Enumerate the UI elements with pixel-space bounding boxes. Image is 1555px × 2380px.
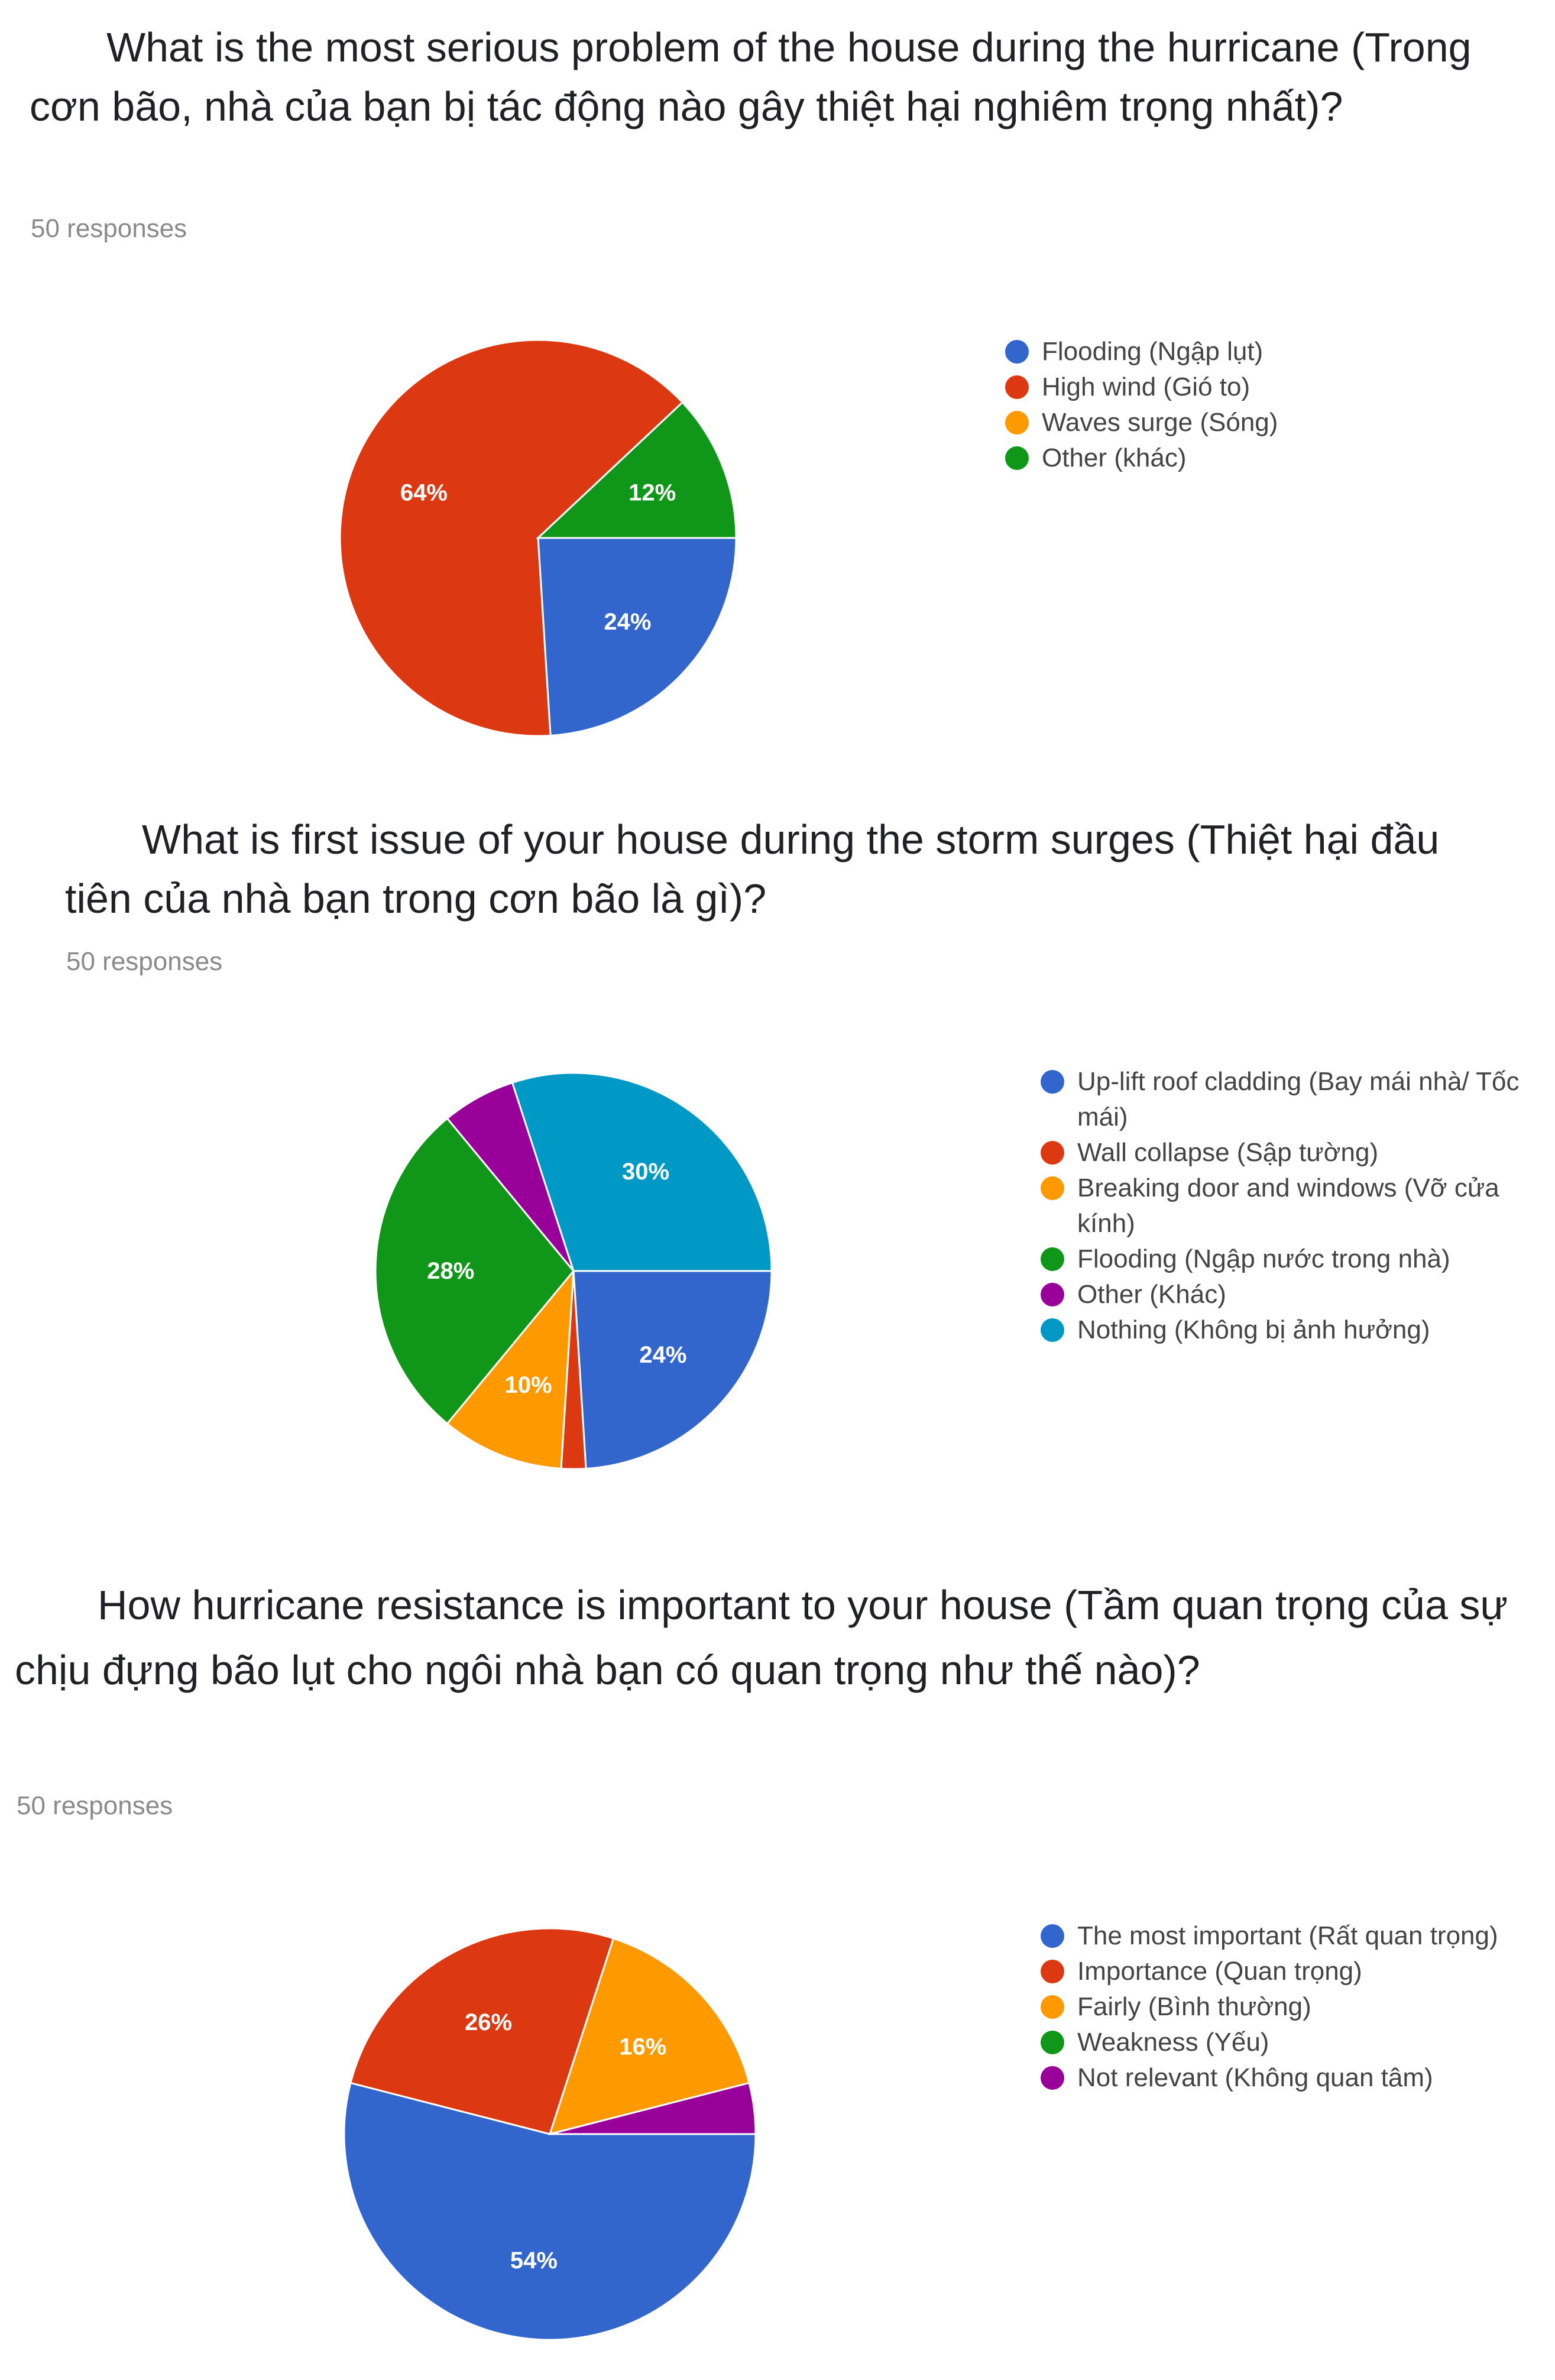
legend-label: Not relevant (Không quan tâm) [1077, 2063, 1433, 2092]
slice-value-label: 10% [505, 1372, 552, 1398]
legend-item: Flooding (Ngập lụt) [1005, 334, 1419, 369]
chart-legend: The most important (Rất quan trọng) Impor… [1041, 1918, 1549, 2096]
legend-label: Weakness (Yếu) [1077, 2028, 1269, 2057]
legend-item: Weakness (Yếu) [1041, 2025, 1549, 2060]
slice-value-label: 54% [510, 2248, 558, 2274]
legend-swatch [1041, 1318, 1064, 1342]
question-title: What is first issue of your house during… [65, 816, 1440, 922]
question-title: What is the most serious problem of the … [30, 24, 1472, 129]
slice-value-label: 16% [619, 2034, 666, 2060]
legend-label: Other (khác) [1042, 443, 1187, 472]
legend-swatch [1005, 411, 1029, 435]
pie-slice-importance [349, 1927, 615, 2135]
legend-swatch [1041, 1283, 1064, 1306]
pie-slice-flooding [374, 1117, 575, 1425]
slice-value-label: 24% [639, 1342, 686, 1368]
slice-value-label: 24% [604, 609, 651, 635]
legend-swatch [1041, 2066, 1064, 2090]
chart-legend: Flooding (Ngập lụt) High wind (Gió to) Wav… [1005, 334, 1419, 476]
response-count: 50 responses [17, 1791, 173, 1820]
legend-item: The most important (Rất quan trọng) [1041, 1918, 1549, 1954]
legend-label: Other (Khác) [1077, 1280, 1226, 1309]
slice-value-label: 28% [427, 1258, 474, 1284]
legend-swatch [1005, 375, 1029, 399]
legend-item: High wind (Gió to) [1005, 369, 1419, 405]
survey-chart-3: How hurricane resistance is important to… [0, 1549, 1555, 2380]
legend-item: Up-lift roof cladding (Bay mái nhà/ Tốc … [1041, 1064, 1531, 1135]
legend-swatch [1041, 1924, 1064, 1948]
chart-legend: Up-lift roof cladding (Bay mái nhà/ Tốc … [1041, 1064, 1531, 1348]
legend-label: Flooding (Ngập lụt) [1042, 337, 1264, 366]
legend-item: Waves surge (Sóng) [1005, 405, 1419, 440]
response-count: 50 responses [66, 947, 223, 976]
pie-slice-high-wind [339, 339, 684, 737]
survey-chart-2: What is first issue of your house during… [0, 792, 1555, 1549]
pie-chart: 54% 26% 16% [343, 1927, 757, 2341]
legend-item: Flooding (Ngập nước trong nhà) [1041, 1241, 1531, 1277]
legend-item: Nothing (Không bị ảnh hưởng) [1041, 1312, 1531, 1348]
legend-item: Not relevant (Không quan tâm) [1041, 2060, 1549, 2096]
legend-swatch [1041, 1247, 1064, 1271]
legend-label: Fairly (Bình thường) [1077, 1992, 1311, 2021]
slice-value-label: 26% [465, 2009, 512, 2035]
question-title: How hurricane resistance is important to… [15, 1582, 1508, 1693]
legend-swatch [1041, 1070, 1064, 1094]
legend-item: Breaking door and windows (Vỡ cửa kính) [1041, 1170, 1531, 1241]
slice-value-label: 64% [400, 480, 448, 506]
pie-slice-other [446, 1081, 575, 1272]
legend-label: Up-lift roof cladding (Bay mái nhà/ Tốc … [1077, 1067, 1520, 1131]
pie-slice-flooding [537, 537, 737, 737]
slice-value-label: 30% [622, 1159, 669, 1185]
pie-slice-other [536, 401, 737, 539]
pie-slice-the-most-important [343, 2081, 757, 2341]
legend-label: The most important (Rất quan trọng) [1077, 1921, 1498, 1950]
pie-chart: 24% 64% 12% [339, 339, 737, 737]
pie-slice-up-lift-roof-cladding [572, 1270, 773, 1470]
legend-label: Waves surge (Sóng) [1042, 408, 1278, 437]
legend-item: Fairly (Bình thường) [1041, 1989, 1549, 2025]
legend-item: Importance (Quan trọng) [1041, 1954, 1549, 1989]
legend-item: Wall collapse (Sập tường) [1041, 1135, 1531, 1170]
slice-value-label: 12% [629, 480, 676, 506]
legend-label: Nothing (Không bị ảnh hưởng) [1077, 1315, 1430, 1344]
legend-swatch [1041, 1995, 1064, 2019]
legend-label: Importance (Quan trọng) [1077, 1957, 1362, 1986]
legend-swatch [1041, 1176, 1064, 1200]
legend-item: Other (khác) [1005, 440, 1419, 476]
legend-swatch [1041, 1141, 1064, 1165]
pie-chart: 24% 10% 28% 30% [374, 1072, 773, 1470]
response-count: 50 responses [31, 214, 187, 243]
pie-slice-nothing [511, 1072, 773, 1272]
pie-slice-not-relevant [549, 2081, 757, 2135]
pie-slice-breaking-door-and-windows [446, 1268, 575, 1470]
legend-label: Wall collapse (Sập tường) [1077, 1138, 1379, 1167]
legend-swatch [1005, 340, 1029, 364]
legend-swatch [1041, 2031, 1064, 2054]
legend-label: High wind (Gió to) [1042, 372, 1251, 401]
legend-swatch [1041, 1960, 1064, 1983]
legend-item: Other (Khác) [1041, 1277, 1531, 1312]
survey-chart-1: What is the most serious problem of the … [0, 0, 1555, 792]
legend-swatch [1005, 446, 1029, 470]
pie-slice-fairly [548, 1937, 750, 2136]
legend-label: Breaking door and windows (Vỡ cửa kính) [1077, 1173, 1499, 1238]
legend-label: Flooding (Ngập nước trong nhà) [1077, 1244, 1450, 1273]
